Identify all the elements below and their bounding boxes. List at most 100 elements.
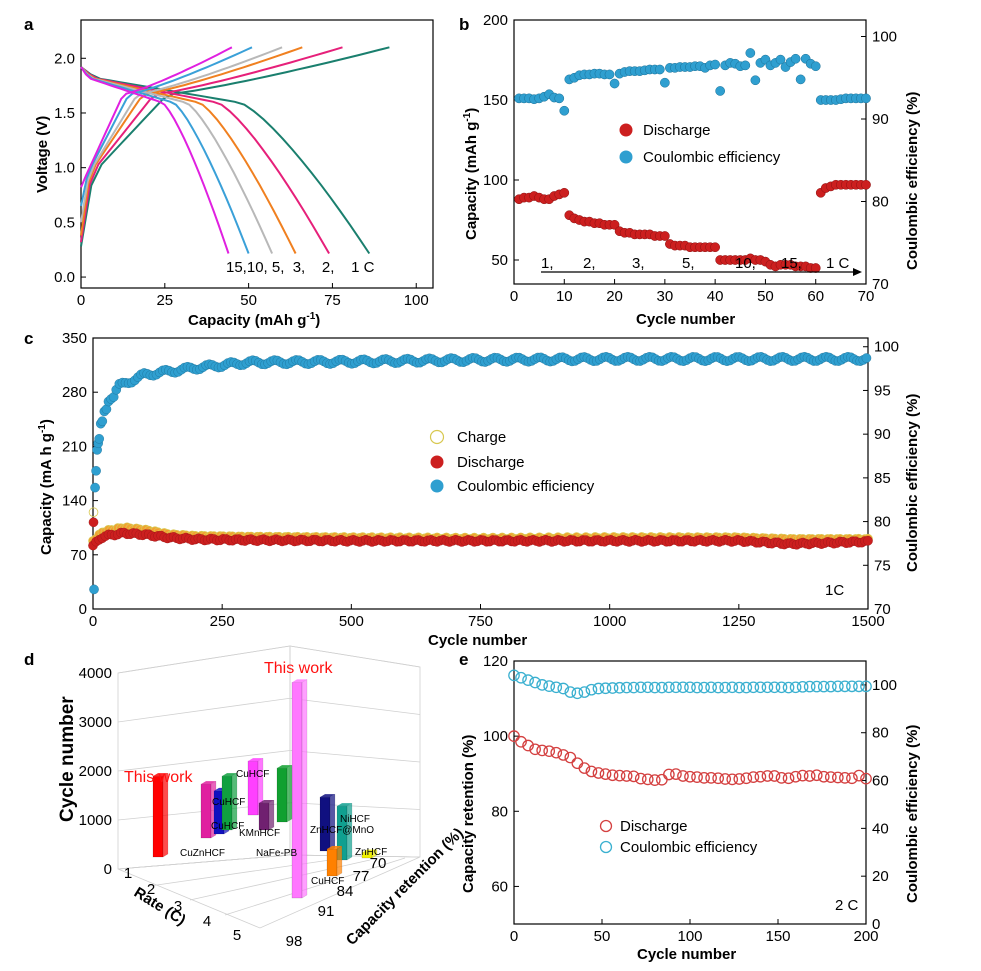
bar-top-ZnHCFMnO	[320, 794, 335, 798]
charge-curve-10	[80, 46, 253, 207]
legend-b-ce-marker	[619, 150, 633, 164]
panel-b-points	[514, 48, 871, 273]
discharge-point	[733, 773, 746, 785]
ce-point	[97, 416, 108, 427]
floor-gridline	[224, 857, 406, 916]
y2-tick-label: 90	[874, 426, 891, 443]
bar-side-NiHCF	[346, 802, 353, 861]
bar-top-CuHCF	[248, 758, 263, 762]
x-tick-label: 0	[510, 928, 518, 945]
discharge-point	[698, 771, 710, 784]
x-tick-label: 1250	[722, 613, 755, 630]
bar-front-CuCHF	[200, 783, 212, 839]
legend-c-ce-label: Coulombic efficiency	[457, 478, 595, 495]
charge-curve-15	[80, 46, 233, 188]
discharge-point	[620, 770, 633, 782]
x-tick-label: 60	[807, 288, 824, 305]
x-tick-label: 10	[556, 288, 573, 305]
panel-b-ylabel-end: )	[463, 108, 480, 113]
x-tick-label: 30	[657, 288, 674, 305]
panel-b-rate-labels: 1, 2, 3, 5, 10, 15, 1 C	[541, 255, 850, 272]
ce-point	[660, 77, 670, 88]
y-tick-label: 91	[318, 903, 335, 920]
charge-curve-3	[80, 46, 303, 236]
ce-point	[789, 681, 802, 694]
rate-label: 10,	[735, 255, 756, 272]
discharge-point	[88, 517, 99, 528]
ce-point	[578, 686, 591, 698]
panel-d-bars	[152, 678, 378, 899]
x-tick-label: 70	[858, 288, 875, 305]
panel-letter-c: c	[24, 329, 33, 348]
ce-point	[747, 681, 760, 694]
legend-c-charge-marker	[429, 429, 445, 445]
ce-point	[726, 681, 739, 694]
discharge-point	[831, 771, 844, 784]
legend-e-ce-label: Coulombic efficiency	[620, 839, 758, 856]
panel-b-ticks: 0 10 20 30 40 50 60 70 50 100 150 200 70 80 90 100	[483, 12, 897, 305]
x-tick-label: 50	[594, 928, 611, 945]
x-tick-label: 20	[606, 288, 623, 305]
ce-point	[750, 75, 761, 86]
legend-c-charge-label: Charge	[457, 429, 506, 446]
x-tick-label: 5	[233, 927, 241, 944]
label-this-work-2: This work	[264, 660, 333, 677]
ce-point	[698, 681, 710, 694]
ce-point	[648, 681, 661, 694]
y-tick-label: 150	[483, 92, 508, 109]
discharge-point	[677, 770, 689, 782]
panel-b-ylabel-main: Capacity (mAh g	[463, 122, 480, 240]
y-tick-label: 77	[353, 868, 370, 885]
y-tick-label: 0	[79, 601, 87, 618]
discharge-point	[796, 769, 809, 782]
right-wall-gridline	[289, 750, 421, 763]
discharge-point	[782, 772, 795, 785]
discharge-point	[712, 772, 725, 785]
legend-e-discharge-label: Discharge	[620, 818, 688, 835]
panel-c-ylabel-main: Capacity (mA h g	[38, 433, 55, 555]
panel-c-frame	[92, 337, 869, 610]
ce-point	[691, 681, 703, 694]
x-tick-label: 50	[240, 292, 257, 309]
discharge-point	[585, 765, 598, 778]
panel-c-points	[88, 351, 873, 595]
charge-curve-1C	[80, 46, 390, 247]
panel-e-points	[508, 669, 872, 786]
ce-point	[761, 681, 774, 694]
bar-top-CuCHF	[201, 781, 216, 785]
x-tick-label: 100	[404, 292, 429, 309]
panel-letter-b: b	[459, 15, 469, 34]
panel-a-ylabel: Voltage (V)	[34, 116, 51, 193]
z-tick-label: 4000	[79, 665, 112, 682]
discharge-point	[710, 242, 720, 253]
y2-tick-label: 100	[874, 339, 899, 356]
x-tick-label: 1500	[851, 613, 884, 630]
bar-front-CuHCF	[326, 848, 338, 877]
panel-e-frame	[513, 660, 867, 925]
y2-tick-label: 20	[872, 868, 889, 885]
ce-point	[775, 54, 786, 65]
ce-point	[94, 434, 104, 444]
panel-d-ylabel: Capacity retention (%)	[343, 825, 467, 949]
charge-point	[88, 507, 99, 518]
ce-point	[554, 93, 565, 104]
discharge-point	[550, 746, 563, 759]
legend-c-ce-marker	[430, 479, 444, 493]
ce-point	[705, 681, 717, 694]
discharge-curve-5	[80, 66, 274, 254]
ce-point	[831, 680, 844, 693]
panel-b-rate-arrow	[541, 268, 862, 276]
ce-point	[550, 681, 563, 694]
y-tick-label: 350	[62, 330, 87, 347]
y2-tick-label: 100	[872, 29, 897, 46]
ce-point	[817, 680, 830, 693]
panel-b-y2label: Coulombic efficiency (%)	[904, 92, 921, 270]
panel-c-ylabel-end: )	[38, 419, 55, 424]
panel-c-ticks: 0 250 500 750 1000 1250 1500 0 70 140 210 280 350 70 7…	[62, 330, 899, 630]
y-tick-label: 2.0	[54, 50, 75, 67]
ce-point	[515, 671, 527, 684]
x-tick-label: 750	[468, 613, 493, 630]
y2-tick-label: 80	[874, 514, 891, 531]
y-tick-label: 50	[491, 252, 508, 269]
y-tick-label: 100	[483, 172, 508, 189]
